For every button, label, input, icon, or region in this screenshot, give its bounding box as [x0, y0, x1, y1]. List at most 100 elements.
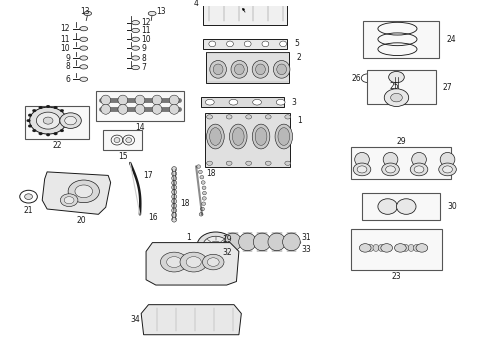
Ellipse shape [60, 113, 81, 129]
Ellipse shape [66, 119, 70, 122]
Ellipse shape [383, 152, 398, 167]
Ellipse shape [278, 0, 286, 5]
Ellipse shape [397, 244, 403, 251]
Ellipse shape [373, 244, 379, 251]
Text: 1: 1 [186, 233, 191, 242]
Ellipse shape [277, 64, 287, 75]
Ellipse shape [132, 37, 140, 41]
Ellipse shape [101, 104, 111, 114]
Ellipse shape [245, 161, 251, 165]
Ellipse shape [68, 180, 99, 203]
Ellipse shape [64, 125, 68, 127]
Bar [206, 51, 289, 84]
Bar [205, 113, 290, 167]
Ellipse shape [132, 21, 140, 25]
Ellipse shape [26, 119, 30, 122]
Text: 8: 8 [142, 54, 146, 63]
Ellipse shape [355, 152, 369, 167]
Ellipse shape [410, 163, 428, 176]
Ellipse shape [202, 197, 206, 200]
Ellipse shape [135, 104, 145, 114]
Bar [203, 0, 287, 25]
Ellipse shape [172, 194, 176, 199]
Ellipse shape [232, 128, 244, 145]
Ellipse shape [252, 124, 270, 149]
Ellipse shape [200, 175, 204, 179]
Ellipse shape [172, 176, 176, 181]
Ellipse shape [285, 115, 291, 119]
Text: 3: 3 [292, 98, 296, 107]
Ellipse shape [172, 203, 176, 208]
Text: 16: 16 [148, 213, 158, 222]
Ellipse shape [197, 232, 234, 259]
Ellipse shape [265, 115, 271, 119]
Ellipse shape [201, 181, 205, 184]
Ellipse shape [224, 233, 242, 251]
Text: 29: 29 [396, 137, 406, 146]
Text: 23: 23 [392, 272, 401, 281]
Ellipse shape [172, 167, 176, 171]
Ellipse shape [60, 109, 64, 112]
Ellipse shape [152, 95, 162, 105]
Ellipse shape [389, 71, 404, 83]
Text: 10: 10 [60, 44, 70, 53]
Ellipse shape [53, 106, 57, 109]
Ellipse shape [80, 46, 88, 50]
Ellipse shape [210, 241, 221, 250]
Ellipse shape [253, 99, 262, 105]
Ellipse shape [36, 112, 60, 129]
Text: 27: 27 [443, 82, 452, 91]
Ellipse shape [65, 116, 76, 125]
Ellipse shape [280, 41, 287, 47]
Ellipse shape [353, 163, 371, 176]
Ellipse shape [378, 199, 397, 214]
Ellipse shape [152, 104, 162, 114]
Ellipse shape [268, 233, 286, 251]
Bar [367, 70, 436, 104]
Ellipse shape [245, 41, 251, 47]
Bar [362, 193, 441, 220]
Ellipse shape [207, 161, 213, 165]
Ellipse shape [273, 60, 290, 78]
Ellipse shape [80, 65, 88, 69]
Ellipse shape [253, 233, 271, 251]
Text: 34: 34 [130, 315, 140, 324]
Text: 19: 19 [222, 235, 232, 244]
Ellipse shape [39, 106, 43, 109]
Ellipse shape [172, 212, 176, 217]
Ellipse shape [207, 115, 213, 119]
Ellipse shape [126, 138, 132, 143]
Polygon shape [141, 305, 242, 335]
Text: 31: 31 [301, 233, 311, 242]
Ellipse shape [210, 128, 221, 145]
Ellipse shape [394, 244, 406, 252]
Ellipse shape [396, 199, 416, 214]
Text: 25: 25 [389, 82, 399, 91]
Ellipse shape [275, 124, 293, 149]
Ellipse shape [160, 252, 188, 272]
Text: 10: 10 [142, 35, 151, 44]
Ellipse shape [172, 199, 176, 204]
Text: 18: 18 [206, 169, 216, 178]
Ellipse shape [416, 244, 428, 252]
Ellipse shape [186, 257, 201, 267]
Ellipse shape [172, 190, 176, 194]
Ellipse shape [372, 80, 382, 94]
Bar [201, 97, 284, 107]
Bar [96, 91, 184, 121]
Ellipse shape [234, 64, 244, 75]
Ellipse shape [80, 77, 88, 81]
Text: 22: 22 [52, 141, 62, 150]
Text: 9: 9 [142, 44, 147, 53]
Ellipse shape [419, 244, 425, 251]
Ellipse shape [196, 165, 200, 168]
Ellipse shape [226, 115, 232, 119]
Text: 13: 13 [156, 7, 166, 16]
Ellipse shape [60, 129, 64, 132]
Text: 13: 13 [80, 7, 90, 16]
Polygon shape [42, 172, 111, 214]
Ellipse shape [172, 171, 176, 176]
Ellipse shape [53, 132, 57, 135]
Ellipse shape [440, 152, 455, 167]
Ellipse shape [101, 95, 111, 105]
